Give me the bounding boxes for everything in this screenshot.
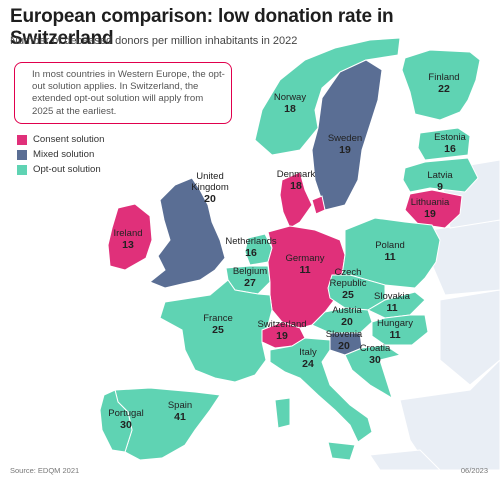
country-name-czech-republic-line-2: Republic xyxy=(330,278,367,289)
country-value-spain: 41 xyxy=(174,411,186,423)
region-norway[interactable] xyxy=(254,37,401,156)
country-value-latvia: 9 xyxy=(437,181,443,193)
country-name-latvia: Latvia xyxy=(427,170,453,181)
country-name-slovakia: Slovakia xyxy=(374,291,411,302)
country-name-italy: Italy xyxy=(299,347,317,358)
country-name-estonia: Estonia xyxy=(434,132,466,143)
region-sweden[interactable] xyxy=(311,59,383,211)
info-note: In most countries in Western Europe, the… xyxy=(14,62,232,124)
legend-item-optout: Opt-out solution xyxy=(17,162,104,177)
country-name-slovenia: Slovenia xyxy=(326,329,363,340)
country-value-denmark: 18 xyxy=(290,180,302,192)
country-value-germany: 11 xyxy=(299,264,310,276)
country-name-poland: Poland xyxy=(375,240,405,251)
legend-label-optout: Opt-out solution xyxy=(33,164,101,175)
country-value-poland: 11 xyxy=(384,251,395,263)
country-value-sweden: 19 xyxy=(339,144,351,156)
legend-label-consent: Consent solution xyxy=(33,134,105,145)
region-united-kingdom[interactable] xyxy=(149,177,226,289)
region-lithuania[interactable] xyxy=(404,189,463,229)
region-latvia[interactable] xyxy=(402,157,479,193)
country-labels: Finland22Norway18Sweden19Estonia16Latvia… xyxy=(108,72,466,431)
region-ireland[interactable] xyxy=(107,203,153,271)
country-value-united-kingdom: 20 xyxy=(204,193,216,205)
country-value-slovenia: 20 xyxy=(338,340,350,352)
country-name-sweden: Sweden xyxy=(328,133,362,144)
chart-title: European comparison: low donation rate i… xyxy=(10,6,394,49)
legend: Consent solution Mixed solution Opt-out … xyxy=(17,132,104,177)
country-name-finland: Finland xyxy=(428,72,459,83)
country-value-italy: 24 xyxy=(302,358,314,370)
region-croatia[interactable] xyxy=(344,344,402,400)
legend-swatch-mixed xyxy=(17,149,27,160)
country-value-norway: 18 xyxy=(284,103,296,115)
country-name-croatia: Croatia xyxy=(360,343,391,354)
legend-swatch-optout xyxy=(17,164,27,175)
country-name-switzerland: Switzerland xyxy=(257,319,306,330)
legend-item-consent: Consent solution xyxy=(17,132,104,147)
country-name-norway: Norway xyxy=(274,92,306,103)
region-hungary[interactable] xyxy=(371,314,429,346)
country-name-united-kingdom-line-2: Kingdom xyxy=(191,182,229,193)
country-name-denmark: Denmark xyxy=(277,169,316,180)
country-name-spain: Spain xyxy=(168,400,192,411)
country-value-netherlands: 16 xyxy=(245,247,257,259)
region-denmark[interactable] xyxy=(279,171,326,229)
country-value-estonia: 16 xyxy=(444,143,456,155)
country-name-france: France xyxy=(203,313,233,324)
country-name-belgium: Belgium xyxy=(233,266,267,277)
chart-subtitle: Number of deceased donors per million in… xyxy=(10,35,298,47)
country-value-ireland: 13 xyxy=(122,239,134,251)
country-value-switzerland: 19 xyxy=(276,330,288,342)
legend-label-mixed: Mixed solution xyxy=(33,149,95,160)
date-note: 06/2023 xyxy=(460,466,488,475)
country-regions xyxy=(99,37,481,461)
legend-item-mixed: Mixed solution xyxy=(17,147,104,162)
country-value-lithuania: 19 xyxy=(424,208,436,220)
region-portugal[interactable] xyxy=(99,389,133,453)
region-france[interactable] xyxy=(159,279,273,383)
source-note: Source: EDQM 2021 xyxy=(10,466,80,475)
country-value-france: 25 xyxy=(212,324,224,336)
country-name-portugal: Portugal xyxy=(108,408,143,419)
country-name-lithuania: Lithuania xyxy=(411,197,450,208)
country-value-slovakia: 11 xyxy=(386,302,397,314)
country-value-portugal: 30 xyxy=(120,419,132,431)
region-estonia[interactable] xyxy=(417,127,471,161)
country-value-czech-republic: 25 xyxy=(342,289,354,301)
country-name-germany: Germany xyxy=(285,253,324,264)
country-name-hungary: Hungary xyxy=(377,318,413,329)
country-value-belgium: 27 xyxy=(244,277,256,289)
country-name-austria: Austria xyxy=(332,305,362,316)
country-name-netherlands: Netherlands xyxy=(225,236,276,247)
country-value-austria: 20 xyxy=(341,316,353,328)
country-value-hungary: 11 xyxy=(389,329,400,341)
legend-swatch-consent xyxy=(17,134,27,145)
country-name-ireland: Ireland xyxy=(113,228,142,239)
country-value-finland: 22 xyxy=(438,83,450,95)
country-name-united-kingdom-line-1: United xyxy=(196,171,223,182)
country-value-croatia: 30 xyxy=(369,354,381,366)
region-finland[interactable] xyxy=(401,49,481,121)
country-name-czech-republic-line-1: Czech xyxy=(335,267,362,278)
region-italy[interactable] xyxy=(269,337,373,461)
